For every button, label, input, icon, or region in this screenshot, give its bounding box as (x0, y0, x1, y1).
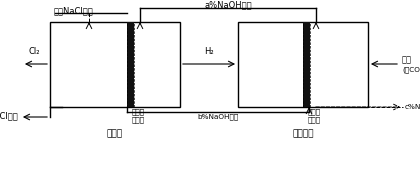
Text: 燃料电池: 燃料电池 (292, 129, 314, 138)
Bar (238, 22, 368, 107)
Text: H₂: H₂ (204, 47, 214, 56)
Text: (除CO₂): (除CO₂) (402, 67, 420, 73)
Text: 阳离子: 阳离子 (308, 108, 321, 115)
Text: Cl₂: Cl₂ (28, 47, 40, 56)
Text: 阳离子: 阳离子 (132, 108, 145, 115)
Bar (126, 22, 134, 107)
Text: a%NaOH溶液: a%NaOH溶液 (204, 0, 252, 9)
Text: c%NaOH溶液: c%NaOH溶液 (405, 104, 420, 110)
Text: 空气: 空气 (402, 55, 412, 65)
Text: b%NaOH溶液: b%NaOH溶液 (197, 113, 239, 120)
Text: 饱和NaCl溶液: 饱和NaCl溶液 (54, 6, 94, 15)
Bar (302, 22, 310, 107)
Text: 交换膜: 交换膜 (308, 116, 321, 123)
Text: 交换膜: 交换膜 (132, 116, 145, 123)
Bar (50, 22, 180, 107)
Text: 稀NaCl溶液: 稀NaCl溶液 (0, 112, 18, 120)
Text: 电解池: 电解池 (107, 129, 123, 138)
